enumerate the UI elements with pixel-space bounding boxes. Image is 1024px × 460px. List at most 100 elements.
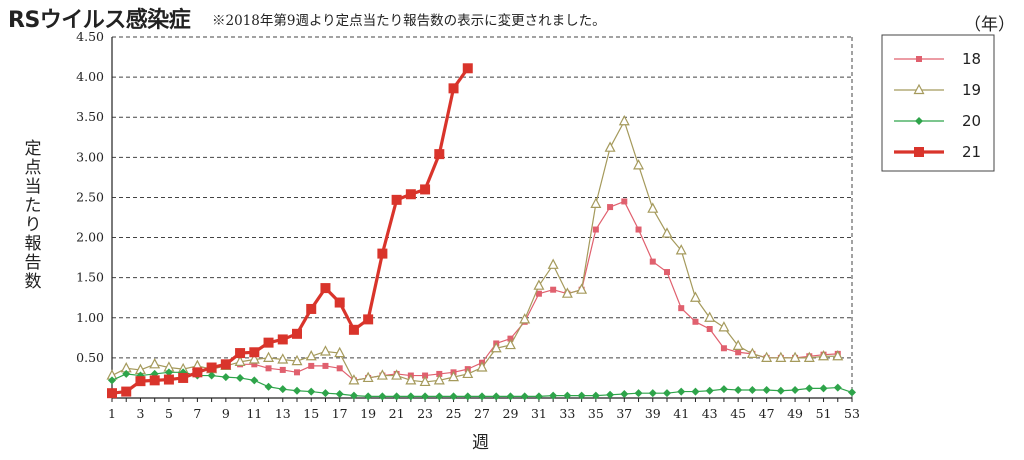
- x-tick-label: 23: [417, 406, 433, 421]
- x-tick-label: 29: [503, 406, 519, 421]
- x-tick-label: 5: [165, 406, 173, 421]
- data-point: [207, 371, 216, 380]
- y-tick-label: 3.50: [76, 109, 104, 124]
- x-axis-label: 週: [472, 433, 489, 453]
- data-point: [221, 373, 230, 382]
- data-point: [378, 392, 387, 401]
- data-point: [677, 387, 686, 396]
- x-tick-label: 53: [844, 406, 860, 421]
- x-tick-label: 35: [588, 406, 604, 421]
- x-tick-label: 43: [702, 406, 718, 421]
- data-point: [293, 386, 301, 395]
- data-point: [308, 362, 315, 369]
- data-point: [449, 392, 458, 401]
- x-tick-label: 33: [559, 406, 575, 421]
- data-point: [591, 391, 600, 400]
- series-20: [108, 368, 856, 401]
- data-point: [775, 351, 787, 362]
- data-point: [364, 392, 373, 401]
- data-point: [576, 283, 588, 294]
- data-point: [748, 385, 757, 394]
- y-tick-label: 2.00: [76, 230, 104, 245]
- x-tick-label: 7: [193, 406, 201, 421]
- data-point: [620, 389, 629, 398]
- data-point: [419, 375, 431, 387]
- data-point: [334, 297, 345, 308]
- x-tick-label: 49: [787, 406, 803, 421]
- data-point: [305, 350, 317, 361]
- data-point: [720, 345, 727, 352]
- data-point: [706, 326, 713, 333]
- legend-unit-label: （年）: [964, 15, 1015, 35]
- data-point: [789, 351, 801, 362]
- y-tick-label: 3.00: [76, 149, 104, 164]
- data-point: [604, 141, 616, 152]
- data-point: [833, 383, 842, 392]
- data-point: [746, 347, 758, 358]
- data-point: [291, 354, 303, 366]
- x-tick-label: 13: [275, 406, 291, 421]
- data-point: [547, 258, 559, 269]
- data-point: [803, 351, 815, 362]
- data-point: [279, 366, 286, 373]
- data-point: [294, 369, 300, 376]
- x-tick-label: 25: [446, 406, 462, 421]
- data-point: [791, 385, 800, 394]
- legend: 18 19 20 21: [881, 34, 995, 172]
- chart-title: RSウイルス感染症: [8, 8, 191, 33]
- x-tick-label: 3: [136, 406, 144, 421]
- data-point: [462, 367, 474, 379]
- data-point: [478, 392, 486, 401]
- data-point: [476, 361, 488, 372]
- data-point: [420, 184, 431, 195]
- data-point: [434, 149, 445, 160]
- data-point: [236, 373, 245, 382]
- data-point: [376, 369, 388, 380]
- x-tick-label: 27: [474, 406, 490, 421]
- data-point: [549, 391, 558, 400]
- data-point: [819, 384, 828, 393]
- data-point: [506, 392, 515, 401]
- data-point: [321, 389, 330, 398]
- data-point: [563, 391, 572, 400]
- grid: [112, 36, 853, 398]
- data-point: [319, 345, 331, 356]
- y-tick-label: 1.50: [76, 270, 104, 285]
- data-point: [265, 365, 272, 372]
- data-point: [448, 83, 459, 94]
- data-point: [592, 226, 599, 233]
- legend-swatch-marker: [913, 83, 925, 95]
- x-tick-label: 47: [759, 406, 775, 421]
- data-point: [306, 303, 317, 314]
- x-tick-label: 19: [360, 406, 376, 421]
- data-point: [164, 368, 173, 377]
- data-point: [405, 189, 416, 200]
- legend-swatch-marker: [916, 56, 922, 62]
- data-point: [664, 269, 670, 276]
- y-tick-label: 2.50: [76, 189, 104, 204]
- data-point: [264, 382, 273, 391]
- data-point: [336, 365, 343, 372]
- data-point: [535, 290, 542, 297]
- legend-entry-18: 18: [962, 50, 981, 68]
- data-point: [761, 351, 773, 362]
- data-point: [762, 385, 771, 394]
- data-point: [607, 204, 614, 211]
- data-point: [348, 374, 360, 385]
- data-point: [121, 386, 132, 397]
- data-point: [519, 313, 531, 324]
- data-point: [248, 353, 260, 364]
- data-point: [507, 335, 514, 342]
- data-point: [848, 388, 856, 397]
- data-point: [391, 369, 403, 380]
- data-point: [577, 391, 586, 400]
- data-point: [307, 387, 316, 396]
- data-point: [322, 362, 329, 369]
- data-point: [251, 361, 258, 368]
- data-point: [704, 311, 716, 322]
- data-point: [649, 258, 656, 265]
- x-tick-label: 17: [332, 406, 348, 421]
- y-tick-label: 4.00: [76, 69, 104, 84]
- data-point: [648, 389, 657, 398]
- data-point: [206, 362, 217, 373]
